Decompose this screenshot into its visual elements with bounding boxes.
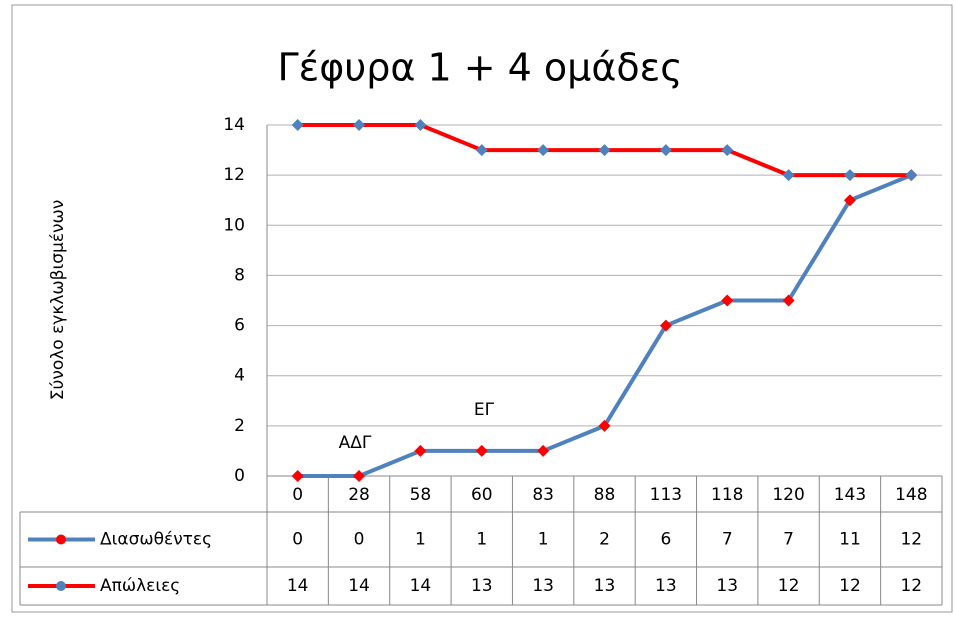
table-value: 14 xyxy=(348,576,370,596)
table-value: 2 xyxy=(599,530,610,550)
table-value: 1 xyxy=(476,530,487,550)
y-tick-label: 4 xyxy=(234,366,245,386)
series-marker xyxy=(905,169,918,182)
y-tick-label: 14 xyxy=(223,115,245,135)
x-tick-label: 120 xyxy=(772,485,804,505)
series-marker xyxy=(291,119,304,131)
x-tick-label: 60 xyxy=(471,485,493,505)
annotation: ΑΔΓ xyxy=(339,433,372,453)
series-marker xyxy=(721,144,734,157)
series-marker xyxy=(782,169,795,182)
table-value: 7 xyxy=(722,530,733,550)
series-marker xyxy=(414,444,427,457)
table-value: 13 xyxy=(532,576,554,596)
y-tick-label: 2 xyxy=(234,416,245,436)
table-value: 11 xyxy=(839,530,861,550)
x-tick-label: 113 xyxy=(650,485,682,505)
y-tick-label: 12 xyxy=(223,165,245,185)
table-value: 13 xyxy=(594,576,616,596)
series-marker xyxy=(598,419,611,432)
series-marker xyxy=(782,294,795,307)
legend-marker xyxy=(56,581,66,591)
table-value: 13 xyxy=(716,576,738,596)
series-marker xyxy=(537,444,550,457)
y-tick-label: 10 xyxy=(223,215,245,235)
table-value: 12 xyxy=(900,530,922,550)
table-value: 1 xyxy=(538,530,549,550)
annotation: ΕΓ xyxy=(474,400,495,420)
series-marker xyxy=(659,319,672,332)
x-tick-label: 83 xyxy=(532,485,554,505)
table-value: 0 xyxy=(292,530,303,550)
table-value: 7 xyxy=(783,530,794,550)
series-marker xyxy=(414,119,427,131)
x-tick-label: 88 xyxy=(594,485,616,505)
legend-label: Διασωθέντες xyxy=(100,530,212,550)
x-tick-label: 58 xyxy=(410,485,432,505)
series-marker xyxy=(475,144,488,157)
table-value: 12 xyxy=(839,576,861,596)
legend-label: Απώλειες xyxy=(100,576,180,596)
x-tick-label: 118 xyxy=(711,485,743,505)
table-value: 12 xyxy=(900,576,922,596)
legend-marker xyxy=(56,534,66,545)
x-tick-label: 28 xyxy=(348,485,370,505)
table-value: 14 xyxy=(410,576,432,596)
chart-title: Γέφυρα 1 + 4 ομάδες xyxy=(277,46,682,90)
series-marker xyxy=(291,470,304,482)
y-tick-label: 0 xyxy=(234,466,245,486)
series-marker xyxy=(721,294,734,307)
y-tick-label: 8 xyxy=(234,265,245,285)
series-marker xyxy=(475,444,488,457)
series-marker xyxy=(598,144,611,157)
table-value: 12 xyxy=(778,576,800,596)
table-value: 13 xyxy=(471,576,493,596)
series-marker xyxy=(843,169,856,182)
y-axis-label: Σύνολο εγκλωβισμένων xyxy=(48,200,68,401)
x-tick-label: 148 xyxy=(895,485,927,505)
series-marker xyxy=(659,144,672,157)
x-tick-label: 0 xyxy=(292,485,303,505)
y-tick-label: 6 xyxy=(234,316,245,336)
series-marker xyxy=(537,144,550,157)
series-marker xyxy=(353,119,366,131)
x-tick-label: 143 xyxy=(834,485,866,505)
table-value: 14 xyxy=(287,576,309,596)
table-value: 1 xyxy=(415,530,426,550)
series-marker xyxy=(353,470,366,482)
table-value: 6 xyxy=(660,530,671,550)
chart-border xyxy=(11,4,953,613)
table-value: 13 xyxy=(655,576,677,596)
table-value: 0 xyxy=(354,530,365,550)
series-marker xyxy=(843,194,856,207)
